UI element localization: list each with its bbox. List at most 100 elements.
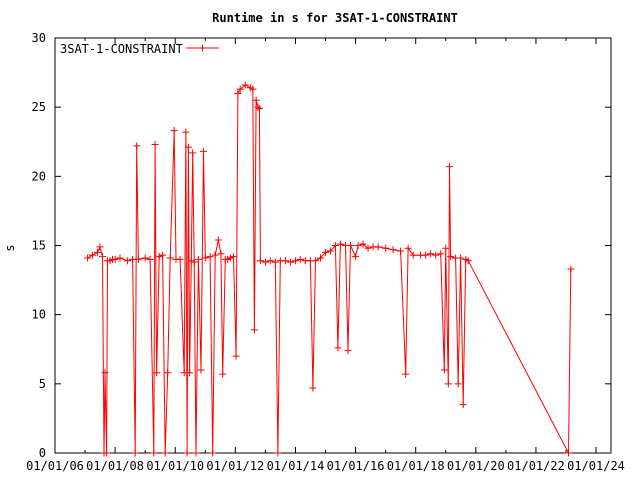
legend-label: 3SAT-1-CONSTRAINT: [60, 42, 183, 56]
data-point-marker: [322, 248, 330, 256]
data-point-marker: [274, 449, 282, 457]
x-tick-label: 01/01/24: [567, 459, 625, 473]
y-tick-label: 10: [32, 308, 46, 322]
x-tick-label: 01/01/20: [447, 459, 505, 473]
x-tick-label: 01/01/08: [86, 459, 144, 473]
data-point-marker: [183, 449, 191, 457]
data-point-marker: [422, 251, 430, 259]
data-point-marker: [103, 449, 111, 457]
x-tick-label: 01/01/12: [206, 459, 264, 473]
data-point-marker: [311, 257, 319, 265]
data-point-marker: [567, 265, 575, 273]
data-point-marker: [256, 257, 264, 265]
data-point-marker: [354, 242, 362, 249]
data-point-marker: [291, 257, 299, 265]
data-point-marker: [166, 254, 174, 262]
y-tick-label: 25: [32, 100, 46, 114]
data-point-marker: [131, 449, 139, 457]
data-point-marker: [432, 251, 440, 259]
data-point-marker: [186, 369, 194, 377]
data-point-marker: [352, 253, 360, 261]
data-point-marker: [153, 369, 161, 377]
data-point-marker: [271, 258, 279, 266]
data-point-marker: [151, 141, 159, 149]
data-point-marker: [197, 366, 205, 374]
data-point-marker: [84, 254, 92, 262]
data-point-marker: [214, 236, 222, 244]
data-point-marker: [409, 251, 417, 259]
data-point-marker: [111, 255, 119, 263]
data-point-marker: [334, 344, 342, 352]
data-point-marker: [459, 401, 467, 409]
data-point-marker: [565, 449, 573, 457]
data-point-marker: [236, 85, 244, 93]
data-point-marker: [445, 163, 453, 171]
data-point-marker: [250, 326, 258, 334]
data-point-marker: [182, 128, 190, 136]
data-point-marker: [146, 255, 154, 263]
data-point-marker: [134, 255, 142, 263]
data-point-marker: [427, 250, 435, 258]
data-point-marker: [184, 143, 192, 151]
data-point-marker: [194, 255, 202, 263]
data-point-marker: [209, 449, 217, 457]
y-tick-label: 5: [39, 377, 46, 391]
y-tick-label: 15: [32, 239, 46, 253]
data-point-marker: [437, 250, 445, 258]
data-point-marker: [217, 250, 225, 258]
data-point-marker: [249, 85, 257, 93]
data-point-marker: [347, 242, 355, 249]
series-line: [87, 84, 572, 454]
data-point-marker: [189, 149, 197, 157]
data-point-marker: [176, 255, 184, 263]
data-point-marker: [159, 251, 167, 259]
data-point-marker: [164, 369, 172, 377]
data-point-marker: [382, 244, 390, 252]
data-point-marker: [364, 244, 372, 252]
data-point-marker: [226, 254, 234, 262]
data-point-marker: [454, 380, 462, 388]
data-point-marker: [447, 253, 455, 261]
data-point-marker: [150, 449, 158, 457]
data-point-marker: [440, 366, 448, 374]
data-point-marker: [309, 384, 317, 392]
data-point-marker: [98, 253, 106, 261]
y-axis-label: s: [3, 244, 17, 251]
data-point-marker: [141, 254, 149, 262]
data-point-marker: [116, 254, 124, 262]
data-point-marker: [397, 247, 405, 255]
data-point-marker: [88, 251, 96, 259]
data-point-marker: [201, 254, 209, 262]
data-point-marker: [344, 347, 352, 355]
x-tick-label: 01/01/16: [327, 459, 385, 473]
data-point-marker: [402, 370, 410, 378]
legend-marker: [199, 44, 206, 52]
data-point-marker: [374, 243, 382, 251]
data-point-marker: [296, 255, 304, 263]
data-point-marker: [230, 253, 238, 261]
data-point-marker: [444, 380, 452, 388]
data-point-marker: [161, 449, 169, 457]
data-point-marker: [457, 254, 465, 262]
data-point-marker: [190, 258, 198, 266]
data-point-marker: [206, 253, 214, 261]
data-point-marker: [281, 257, 289, 265]
data-point-marker: [254, 103, 262, 111]
x-tick-label: 01/01/22: [507, 459, 565, 473]
data-point-marker: [101, 369, 109, 377]
data-point-marker: [326, 247, 334, 255]
data-point-marker: [133, 142, 141, 150]
x-tick-label: 01/01/06: [26, 459, 84, 473]
x-tick-label: 01/01/10: [146, 459, 204, 473]
data-point-marker: [234, 89, 242, 97]
data-point-marker: [316, 254, 324, 262]
data-point-marker: [404, 244, 412, 252]
data-point-marker: [261, 258, 269, 266]
y-tick-label: 30: [32, 31, 46, 45]
data-point-marker: [199, 147, 207, 155]
data-point-marker: [192, 449, 200, 457]
x-tick-label: 01/01/14: [267, 459, 325, 473]
data-point-marker: [286, 258, 294, 266]
data-point-marker: [187, 257, 195, 265]
